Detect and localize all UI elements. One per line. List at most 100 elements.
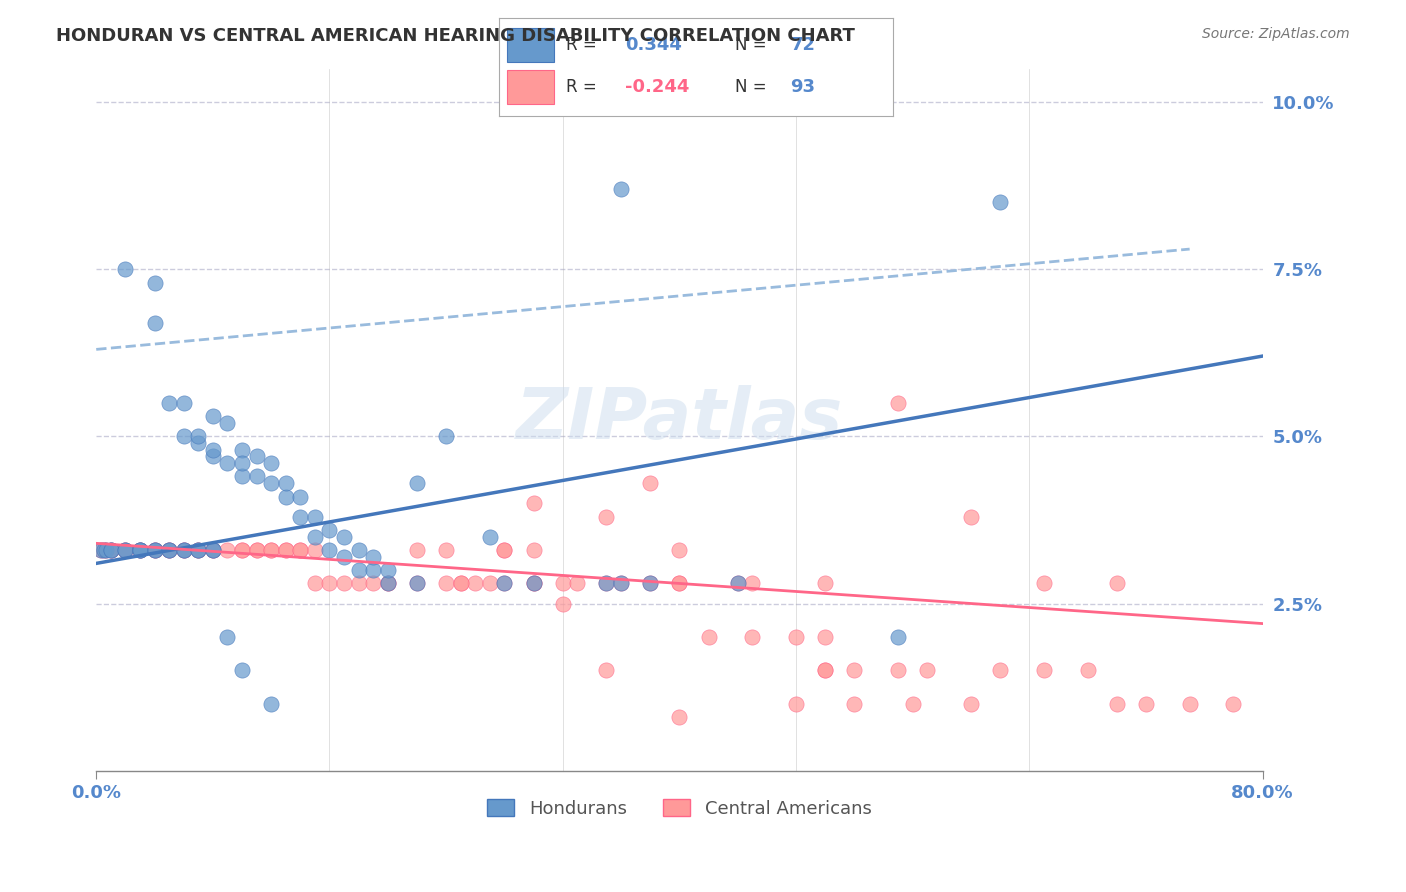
Point — [217, 416, 239, 430]
Point — [406, 576, 429, 591]
Point — [173, 396, 195, 410]
Point — [610, 182, 633, 196]
Point — [1135, 697, 1157, 711]
Point — [231, 543, 253, 558]
Point — [1077, 664, 1099, 678]
Point — [318, 576, 340, 591]
Point — [988, 195, 1011, 210]
Point — [595, 576, 617, 591]
Point — [274, 543, 297, 558]
Point — [201, 442, 224, 457]
Point — [668, 576, 690, 591]
Point — [96, 543, 118, 558]
Point — [246, 543, 269, 558]
Point — [1105, 576, 1128, 591]
Point — [304, 576, 326, 591]
Point — [157, 543, 180, 558]
Point — [129, 543, 152, 558]
Point — [318, 523, 340, 537]
Point — [274, 543, 297, 558]
Point — [361, 576, 384, 591]
Point — [361, 563, 384, 577]
Point — [187, 429, 209, 443]
Point — [595, 509, 617, 524]
Point — [551, 597, 574, 611]
Point — [217, 630, 239, 644]
Point — [217, 456, 239, 470]
Point — [114, 543, 136, 558]
Point — [187, 543, 209, 558]
Point — [114, 543, 136, 558]
Point — [96, 543, 118, 558]
Point — [434, 429, 457, 443]
Point — [290, 490, 312, 504]
Point — [201, 543, 224, 558]
Point — [1105, 697, 1128, 711]
Point — [157, 543, 180, 558]
Point — [1032, 576, 1054, 591]
Point — [494, 576, 516, 591]
Text: 72: 72 — [790, 37, 815, 54]
Point — [377, 576, 399, 591]
Point — [638, 576, 661, 591]
Point — [785, 630, 807, 644]
Point — [143, 316, 166, 330]
Point — [333, 530, 356, 544]
Point — [960, 509, 983, 524]
Point — [201, 543, 224, 558]
Point — [246, 469, 269, 483]
Point — [494, 576, 516, 591]
Point — [290, 543, 312, 558]
Point — [93, 543, 115, 558]
Point — [93, 543, 115, 558]
Point — [260, 543, 283, 558]
Point — [143, 543, 166, 558]
Text: -0.244: -0.244 — [626, 78, 689, 95]
Point — [333, 549, 356, 564]
Point — [231, 543, 253, 558]
Point — [523, 543, 546, 558]
Point — [129, 543, 152, 558]
Point — [887, 630, 910, 644]
Point — [1178, 697, 1201, 711]
Point — [187, 543, 209, 558]
Point — [129, 543, 152, 558]
Point — [143, 543, 166, 558]
Point — [173, 543, 195, 558]
Point — [100, 543, 122, 558]
Text: R =: R = — [567, 37, 596, 54]
Point — [406, 476, 429, 491]
Point — [551, 576, 574, 591]
Point — [638, 476, 661, 491]
Point — [887, 396, 910, 410]
Point — [231, 456, 253, 470]
Point — [100, 543, 122, 558]
Point — [434, 576, 457, 591]
Point — [727, 576, 749, 591]
Point — [523, 496, 546, 510]
Point — [844, 697, 866, 711]
Point — [814, 630, 837, 644]
Point — [478, 530, 501, 544]
Text: R =: R = — [567, 78, 596, 95]
Point — [260, 697, 283, 711]
Point — [129, 543, 152, 558]
Point — [523, 576, 546, 591]
Point — [741, 630, 763, 644]
Point — [377, 563, 399, 577]
Point — [231, 664, 253, 678]
Point — [814, 576, 837, 591]
Point — [201, 543, 224, 558]
Point — [785, 697, 807, 711]
Point — [187, 543, 209, 558]
Point — [246, 543, 269, 558]
Point — [464, 576, 486, 591]
Point — [697, 630, 720, 644]
Point — [246, 450, 269, 464]
Point — [610, 576, 633, 591]
Point — [100, 543, 122, 558]
Point — [450, 576, 472, 591]
Point — [377, 576, 399, 591]
Point — [274, 476, 297, 491]
Point — [347, 576, 370, 591]
